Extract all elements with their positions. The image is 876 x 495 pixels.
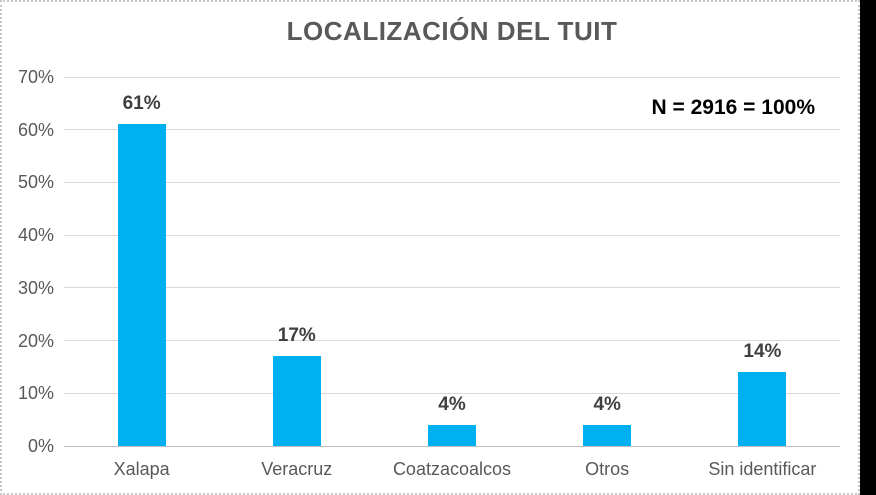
y-tick-label-20: 20%	[17, 330, 54, 351]
bar-sin-identificar	[738, 372, 787, 446]
bar-coatzacoalcos	[428, 424, 476, 446]
y-tick-label-10: 10%	[17, 383, 54, 404]
value-label-xalapa: 61%	[122, 93, 161, 115]
y-tick-label-40: 40%	[17, 225, 54, 246]
bar-xalapa	[117, 124, 166, 446]
y-tick-label-70: 70%	[17, 67, 54, 87]
gridline-20	[64, 340, 840, 342]
gridline-60	[64, 129, 840, 131]
value-label-sin-identificar: 14%	[743, 341, 782, 363]
bar-veracruz	[272, 356, 321, 446]
chart-title: LOCALIZACIÓN DEL TUIT	[286, 16, 618, 46]
gridline-30	[64, 287, 840, 289]
gridline-40	[64, 234, 840, 236]
gridline-10	[64, 392, 840, 394]
x-axis-line	[64, 445, 840, 447]
sample-size-annotation: N = 2916 = 100%	[651, 96, 815, 119]
x-tick-label-veracruz: Veracruz	[261, 459, 333, 479]
x-tick-label-otros: Otros	[585, 459, 630, 479]
bar-otros	[583, 424, 632, 446]
y-tick-label-60: 60%	[17, 119, 54, 140]
y-tick-label-30: 30%	[17, 277, 54, 298]
x-tick-label-xalapa: Xalapa	[113, 459, 170, 479]
x-tick-label-coatzacoalcos: Coatzacoalcos	[392, 459, 512, 479]
value-label-coatzacoalcos: 4%	[438, 393, 466, 415]
plot-area: 61% 17% 4% 4% 14%	[64, 76, 840, 447]
right-black-strip	[860, 0, 876, 495]
x-tick-label-sin-identificar: Sin identificar	[708, 459, 817, 479]
y-tick-label-0: 0%	[27, 436, 54, 456]
value-label-otros: 4%	[593, 393, 621, 415]
y-tick-label-50: 50%	[17, 172, 54, 193]
gridline-70	[64, 76, 840, 78]
gridline-50	[64, 181, 840, 183]
value-label-veracruz: 17%	[277, 325, 316, 347]
